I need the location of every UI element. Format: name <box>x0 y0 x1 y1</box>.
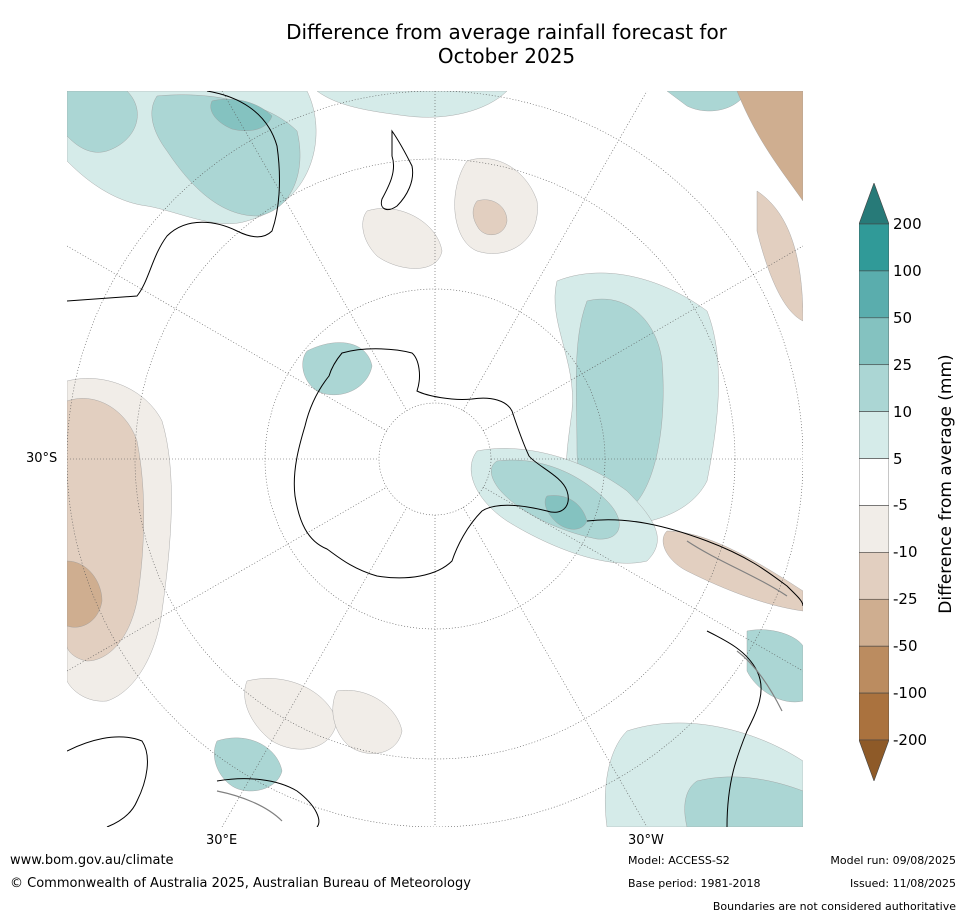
footer-model: Model: ACCESS-S2 <box>628 854 730 867</box>
antarctica-coastline <box>293 348 569 579</box>
colorbar-tick-label: 25 <box>893 355 913 374</box>
colorbar-bin-8 <box>859 552 889 600</box>
colorbar-tick-label: 200 <box>893 215 922 233</box>
colorbar-bin-7 <box>859 505 889 553</box>
colorbar-tick-label: 50 <box>893 308 913 327</box>
colorbar-tick-label: 100 <box>893 261 922 280</box>
shade-area-pacific-light-2 <box>362 208 443 269</box>
colorbar-tick-label: -25 <box>893 590 918 609</box>
longitude-label-30e: 30°E <box>206 833 238 848</box>
colorbar-tick-label: -100 <box>893 684 928 703</box>
colorbar-tick-label: 10 <box>893 402 913 421</box>
australia-southwest-coastline <box>67 736 148 827</box>
colorbar-bin-5 <box>859 411 889 459</box>
shade-area-pacific-mid-1 <box>472 199 508 236</box>
graticule <box>67 91 803 827</box>
polar-map <box>67 91 803 827</box>
latitude-label-30s: 30°S <box>26 451 58 466</box>
colorbar-bin-11 <box>859 692 889 741</box>
colorbar-bin-2 <box>859 270 889 319</box>
map-title-line-1: Difference from average rainfall forecas… <box>286 20 727 44</box>
shade-area-south-america-brown <box>662 530 803 612</box>
colorbar-tick-label: -200 <box>893 731 928 749</box>
footer-website: www.bom.gov.au/climate <box>10 853 174 868</box>
colorbar-title: Difference from average (mm) <box>936 354 956 614</box>
shade-area-antarctic-coast-teal <box>302 342 373 395</box>
colorbar-tick-label: -5 <box>893 496 908 515</box>
colorbar-bin-3 <box>859 317 889 366</box>
africa-coastline <box>706 630 762 827</box>
footer-copyright: © Commonwealth of Australia 2025, Austra… <box>10 876 471 891</box>
shade-area-south-indian-light-2 <box>332 690 403 754</box>
australia-coastline <box>67 91 280 302</box>
rainfall-anomaly-map <box>67 91 803 827</box>
country-borders <box>216 540 788 822</box>
shade-area-south-indian-teal <box>214 737 283 792</box>
border-line-africa <box>736 650 783 712</box>
longitude-label-30w: 30°W <box>628 833 664 848</box>
colorbar-tick-label: 5 <box>893 449 903 468</box>
border-line-southern <box>216 790 283 822</box>
colorbar-bin-12 <box>859 739 889 781</box>
map-title: Difference from average rainfall forecas… <box>0 20 965 68</box>
footer-issued: Issued: 11/08/2025 <box>849 877 956 890</box>
colorbar <box>859 183 889 781</box>
footer-model-run: Model run: 09/08/2025 <box>830 854 956 867</box>
south-america-coastline <box>586 519 803 607</box>
coastlines <box>67 91 803 827</box>
shade-area-tasman-dark <box>210 98 273 131</box>
colorbar-tick-label: -10 <box>893 543 918 562</box>
border-line-south-america <box>686 540 788 597</box>
southern-landmass-coastline <box>216 778 320 827</box>
colorbar-bin-1 <box>859 223 889 272</box>
colorbar-tick-label: -50 <box>893 637 918 656</box>
colorbar-bin-6 <box>859 458 889 506</box>
shade-area-top-left-mid <box>67 91 138 153</box>
footer-disclaimer: Boundaries are not considered authoritat… <box>712 900 956 913</box>
colorbar-bin-4 <box>859 364 889 412</box>
shade-area-top-right-brown <box>736 91 803 202</box>
shade-area-south-indian-light <box>244 678 338 750</box>
colorbar-bins <box>859 183 889 781</box>
colorbar-bin-10 <box>859 645 889 694</box>
map-title-line-2: October 2025 <box>437 44 576 68</box>
shade-area-south-atlantic-mid <box>684 776 803 827</box>
new-zealand-coastline <box>380 129 414 210</box>
shade-area-drake-dark <box>544 495 588 530</box>
footer-base-period: Base period: 1981-2018 <box>628 877 761 890</box>
colorbar-bin-0 <box>859 183 889 225</box>
colorbar-bin-9 <box>859 598 889 647</box>
